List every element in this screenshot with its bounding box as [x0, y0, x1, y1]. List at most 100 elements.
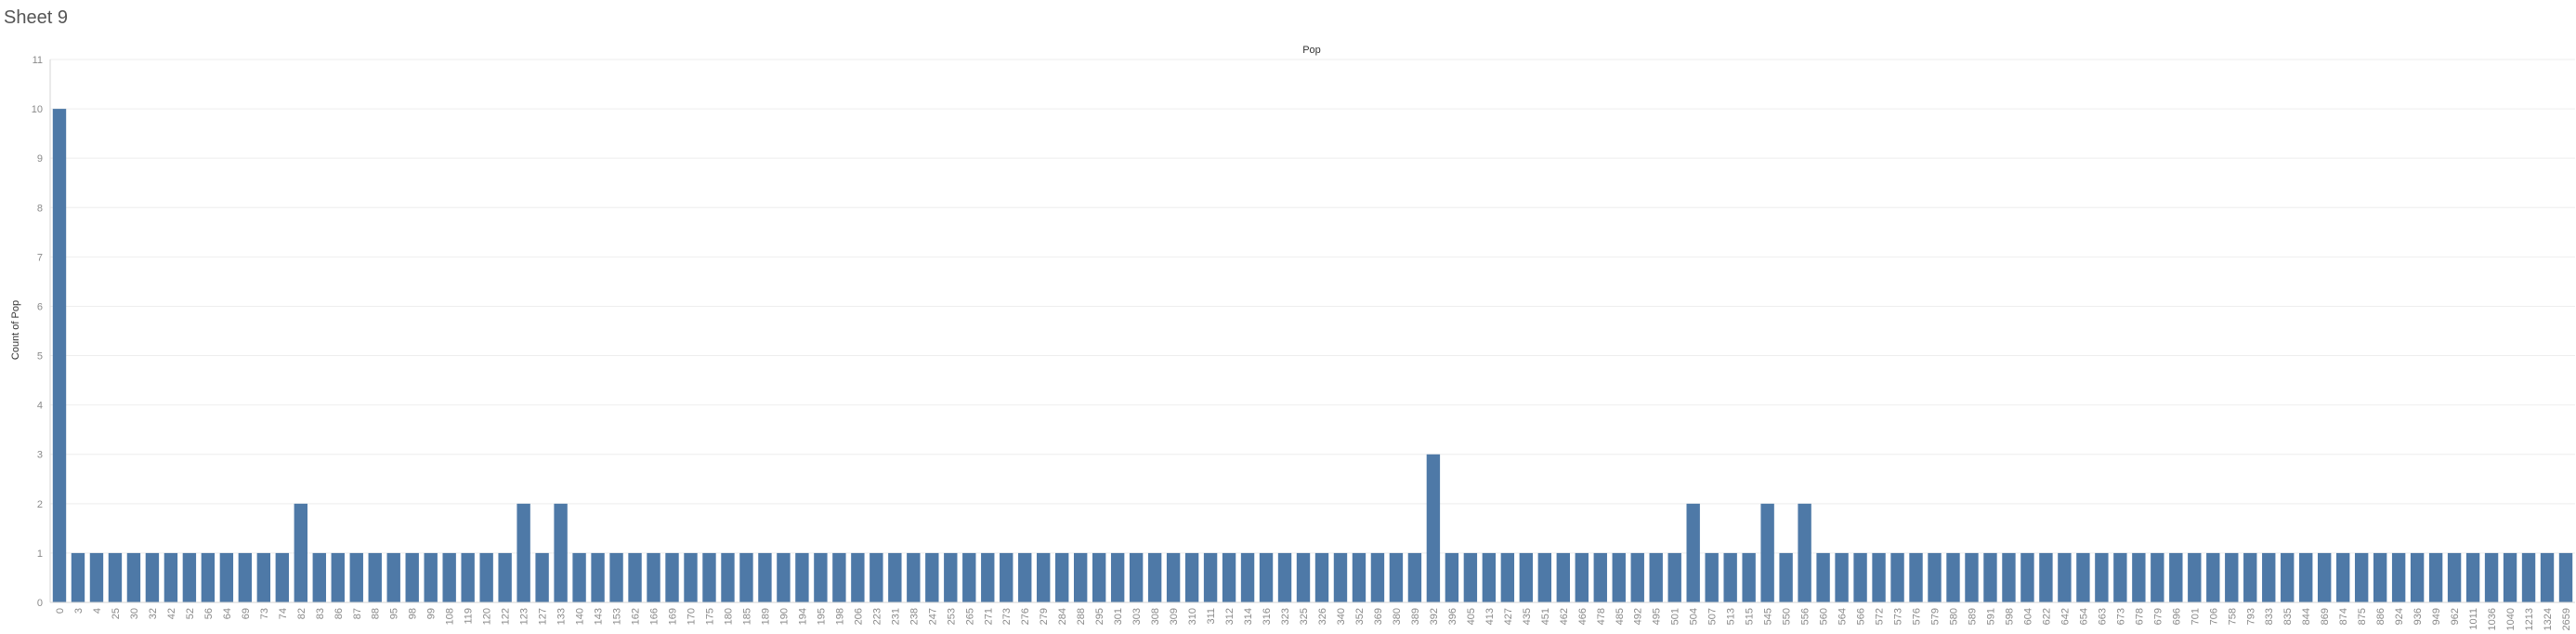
bar[interactable]: [1500, 552, 1515, 602]
bar[interactable]: [1612, 552, 1626, 602]
bar[interactable]: [479, 552, 493, 602]
bar[interactable]: [1000, 552, 1013, 602]
bar[interactable]: [2206, 552, 2220, 602]
bar[interactable]: [2410, 552, 2425, 602]
bar[interactable]: [1147, 552, 1162, 602]
bar[interactable]: [1184, 552, 1199, 602]
bar[interactable]: [517, 503, 530, 602]
bar[interactable]: [1742, 552, 1756, 602]
bar[interactable]: [2113, 552, 2127, 602]
bar[interactable]: [814, 552, 828, 602]
bar[interactable]: [1370, 552, 1385, 602]
bar[interactable]: [1407, 552, 1422, 602]
bar[interactable]: [1352, 552, 1366, 602]
bar[interactable]: [2039, 552, 2053, 602]
bar[interactable]: [2484, 552, 2499, 602]
bar[interactable]: [1259, 552, 1274, 602]
bar[interactable]: [888, 552, 902, 602]
bar[interactable]: [2354, 552, 2369, 602]
bar[interactable]: [1203, 552, 1218, 602]
bar[interactable]: [1073, 552, 1088, 602]
bar[interactable]: [1445, 552, 1459, 602]
bar[interactable]: [2020, 552, 2034, 602]
bar[interactable]: [2151, 552, 2164, 602]
bar[interactable]: [1463, 552, 1478, 602]
bar[interactable]: [1537, 552, 1552, 602]
bar[interactable]: [126, 552, 141, 602]
bar[interactable]: [535, 552, 549, 602]
bar[interactable]: [1018, 552, 1032, 602]
bar[interactable]: [2002, 552, 2016, 602]
bar[interactable]: [2225, 552, 2239, 602]
bar[interactable]: [1222, 552, 1236, 602]
bar[interactable]: [572, 552, 586, 602]
bar[interactable]: [758, 552, 772, 602]
bar[interactable]: [424, 552, 438, 602]
bar[interactable]: [2169, 552, 2183, 602]
bar[interactable]: [1853, 552, 1867, 602]
bar[interactable]: [2558, 552, 2573, 602]
bar[interactable]: [201, 552, 216, 602]
bar[interactable]: [1575, 552, 1589, 602]
bar[interactable]: [1983, 552, 1997, 602]
bar[interactable]: [554, 503, 568, 602]
bar[interactable]: [1166, 552, 1181, 602]
bar[interactable]: [907, 552, 921, 602]
bar[interactable]: [870, 552, 883, 602]
bar[interactable]: [1333, 552, 1348, 602]
bar[interactable]: [1519, 552, 1534, 602]
bar[interactable]: [219, 552, 234, 602]
bar[interactable]: [442, 552, 456, 602]
bar[interactable]: [721, 552, 735, 602]
bar[interactable]: [52, 109, 67, 602]
bar[interactable]: [647, 552, 660, 602]
bar[interactable]: [89, 552, 104, 602]
bar[interactable]: [2318, 552, 2332, 602]
bar[interactable]: [2447, 552, 2462, 602]
bar[interactable]: [962, 552, 976, 602]
bar[interactable]: [777, 552, 791, 602]
bar[interactable]: [145, 552, 160, 602]
bar[interactable]: [2262, 552, 2276, 602]
bar[interactable]: [1426, 454, 1441, 602]
bar[interactable]: [2058, 552, 2072, 602]
bar[interactable]: [981, 552, 995, 602]
bar[interactable]: [2076, 552, 2090, 602]
bar[interactable]: [275, 552, 290, 602]
bar[interactable]: [2521, 552, 2536, 602]
bar[interactable]: [1482, 552, 1497, 602]
bar[interactable]: [851, 552, 865, 602]
bar[interactable]: [498, 552, 512, 602]
bar[interactable]: [591, 552, 605, 602]
bar[interactable]: [1872, 552, 1886, 602]
bar[interactable]: [1816, 552, 1830, 602]
bar[interactable]: [2373, 552, 2387, 602]
bar[interactable]: [2095, 552, 2109, 602]
bar[interactable]: [312, 552, 326, 602]
bar[interactable]: [1835, 552, 1849, 602]
bar[interactable]: [1277, 552, 1292, 602]
bar[interactable]: [163, 552, 178, 602]
bar[interactable]: [1760, 503, 1774, 602]
bar[interactable]: [1630, 552, 1644, 602]
bar[interactable]: [1890, 552, 1904, 602]
bar[interactable]: [1965, 552, 1979, 602]
bar[interactable]: [1389, 552, 1404, 602]
bar[interactable]: [349, 552, 363, 602]
bar[interactable]: [1723, 552, 1737, 602]
bar[interactable]: [256, 552, 271, 602]
bar[interactable]: [684, 552, 698, 602]
bar[interactable]: [925, 552, 939, 602]
bar[interactable]: [665, 552, 679, 602]
bar[interactable]: [386, 552, 400, 602]
bar[interactable]: [1129, 552, 1144, 602]
bar[interactable]: [1667, 552, 1681, 602]
bar[interactable]: [795, 552, 809, 602]
bar[interactable]: [2503, 552, 2517, 602]
bar[interactable]: [1909, 552, 1923, 602]
bar[interactable]: [2428, 552, 2443, 602]
bar[interactable]: [2540, 552, 2555, 602]
bar[interactable]: [71, 552, 85, 602]
bar[interactable]: [702, 552, 716, 602]
bar[interactable]: [1946, 552, 1960, 602]
